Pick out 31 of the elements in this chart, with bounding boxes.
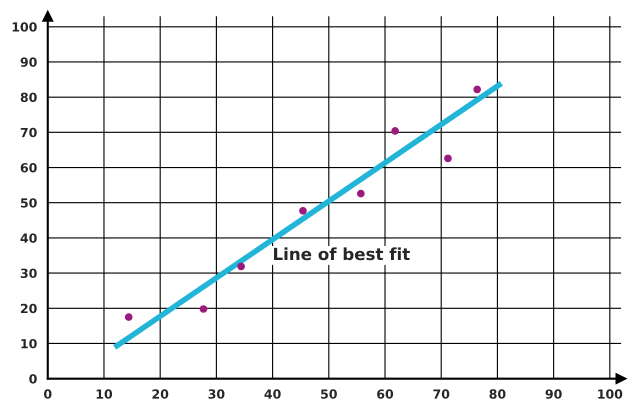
y-tick-label: 10 xyxy=(21,338,37,348)
point xyxy=(473,86,481,94)
point xyxy=(124,313,133,321)
point xyxy=(200,305,208,313)
x-tick-label: 100 xyxy=(598,389,622,399)
y-tick-label: 0 xyxy=(29,374,37,384)
x-tick-label: 10 xyxy=(96,389,112,399)
y-tick-label: 20 xyxy=(20,304,37,314)
x-tick-label: 0 xyxy=(44,389,52,399)
y-tick-label: 40 xyxy=(20,233,37,243)
x-tick-label: 30 xyxy=(208,389,224,399)
x-tick-label: 50 xyxy=(321,389,337,399)
point xyxy=(299,207,307,215)
y-tick-label: 30 xyxy=(20,268,37,278)
y-tick-label: 50 xyxy=(20,198,37,208)
point xyxy=(391,127,399,135)
point xyxy=(237,262,245,270)
x-tick-label: 80 xyxy=(489,389,506,399)
point xyxy=(444,154,452,162)
x-tick-label: 90 xyxy=(546,389,562,399)
x-tick-label: 40 xyxy=(264,389,281,399)
y-tick-label: 80 xyxy=(20,92,37,102)
y-tick-label: 100 xyxy=(12,22,37,32)
x-tick-label: 70 xyxy=(433,389,450,399)
x-tick-label: 20 xyxy=(152,389,168,399)
x-tick-label: 60 xyxy=(377,389,394,399)
annotation: Line of best fit xyxy=(274,247,410,260)
y-tick-label: 60 xyxy=(20,162,37,172)
point xyxy=(357,190,365,198)
y-tick-label: 70 xyxy=(20,128,37,138)
y-tick-label: 90 xyxy=(20,57,37,67)
